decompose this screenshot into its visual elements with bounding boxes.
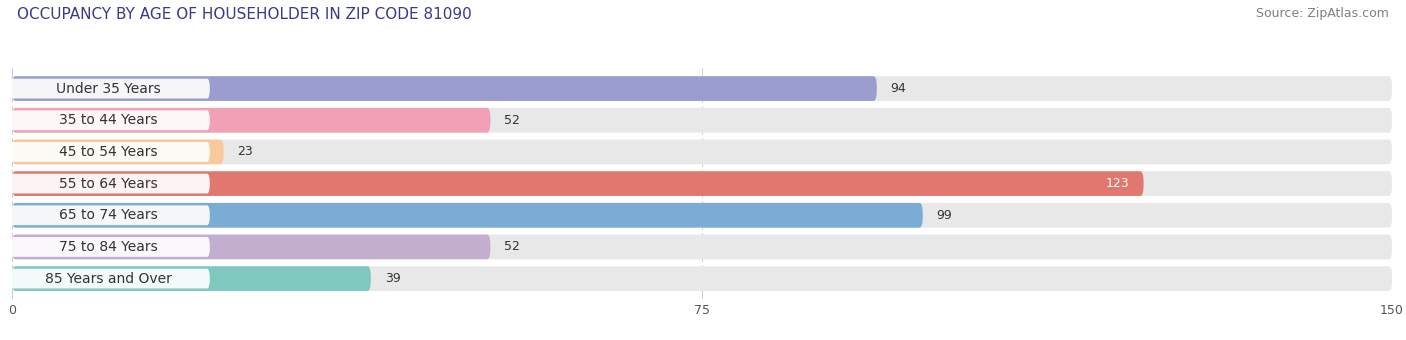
Text: 99: 99 — [936, 209, 952, 222]
FancyBboxPatch shape — [13, 235, 491, 259]
FancyBboxPatch shape — [7, 79, 209, 99]
Text: 52: 52 — [505, 240, 520, 253]
Text: 65 to 74 Years: 65 to 74 Years — [59, 208, 157, 222]
Text: 35 to 44 Years: 35 to 44 Years — [59, 113, 157, 127]
FancyBboxPatch shape — [13, 76, 877, 101]
Text: OCCUPANCY BY AGE OF HOUSEHOLDER IN ZIP CODE 81090: OCCUPANCY BY AGE OF HOUSEHOLDER IN ZIP C… — [17, 7, 471, 22]
FancyBboxPatch shape — [13, 140, 1392, 164]
FancyBboxPatch shape — [7, 237, 209, 257]
FancyBboxPatch shape — [7, 142, 209, 162]
Text: 85 Years and Over: 85 Years and Over — [45, 272, 172, 286]
FancyBboxPatch shape — [13, 76, 1392, 101]
FancyBboxPatch shape — [13, 266, 371, 291]
Text: 94: 94 — [890, 82, 907, 95]
FancyBboxPatch shape — [7, 174, 209, 193]
FancyBboxPatch shape — [13, 108, 1392, 133]
Text: Under 35 Years: Under 35 Years — [56, 82, 160, 96]
FancyBboxPatch shape — [13, 171, 1392, 196]
FancyBboxPatch shape — [13, 203, 922, 227]
Text: 123: 123 — [1107, 177, 1130, 190]
Text: Source: ZipAtlas.com: Source: ZipAtlas.com — [1256, 7, 1389, 20]
Text: 45 to 54 Years: 45 to 54 Years — [59, 145, 157, 159]
FancyBboxPatch shape — [7, 110, 209, 130]
Text: 23: 23 — [238, 146, 253, 158]
FancyBboxPatch shape — [13, 108, 491, 133]
Text: 52: 52 — [505, 114, 520, 127]
FancyBboxPatch shape — [13, 235, 1392, 259]
FancyBboxPatch shape — [13, 203, 1392, 227]
FancyBboxPatch shape — [7, 205, 209, 225]
FancyBboxPatch shape — [13, 171, 1143, 196]
Text: 39: 39 — [385, 272, 401, 285]
FancyBboxPatch shape — [7, 269, 209, 289]
FancyBboxPatch shape — [13, 266, 1392, 291]
Text: 55 to 64 Years: 55 to 64 Years — [59, 176, 157, 191]
FancyBboxPatch shape — [13, 140, 224, 164]
Text: 75 to 84 Years: 75 to 84 Years — [59, 240, 157, 254]
